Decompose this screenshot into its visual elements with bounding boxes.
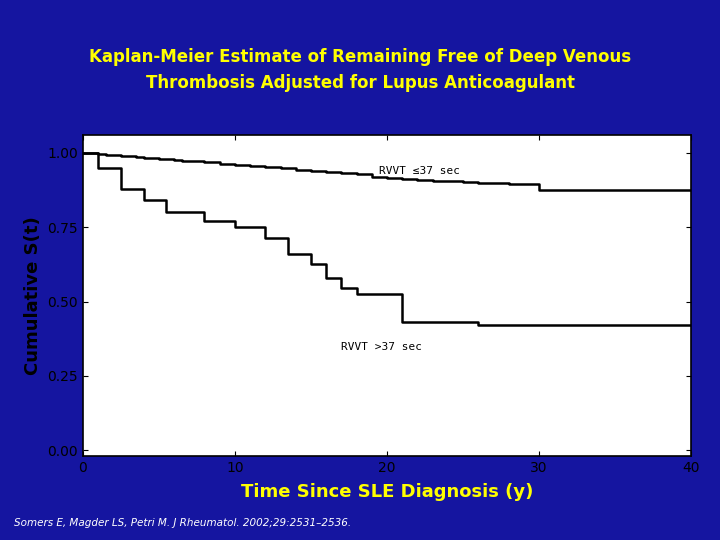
- Text: RVVT ≤37 sec: RVVT ≤37 sec: [379, 166, 460, 176]
- X-axis label: Time Since SLE Diagnosis (y): Time Since SLE Diagnosis (y): [240, 483, 534, 502]
- Y-axis label: Cumulative S(t): Cumulative S(t): [24, 217, 42, 375]
- Text: Thrombosis Adjusted for Lupus Anticoagulant: Thrombosis Adjusted for Lupus Anticoagul…: [145, 73, 575, 92]
- Text: Somers E, Magder LS, Petri M. J Rheumatol. 2002;29:2531–2536.: Somers E, Magder LS, Petri M. J Rheumato…: [14, 518, 351, 528]
- Text: RVVT >37 sec: RVVT >37 sec: [341, 342, 423, 352]
- Text: Kaplan-Meier Estimate of Remaining Free of Deep Venous: Kaplan-Meier Estimate of Remaining Free …: [89, 48, 631, 66]
